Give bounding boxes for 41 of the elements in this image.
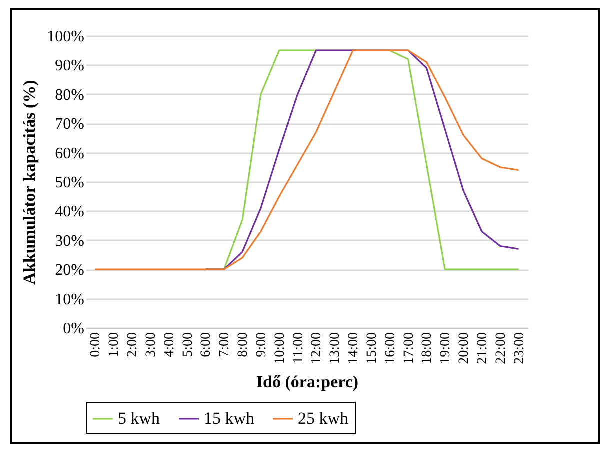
y-tick-label: 30% bbox=[55, 232, 84, 250]
x-tick-label: 3:00 bbox=[144, 332, 159, 358]
x-tick-label: 23:00 bbox=[512, 332, 528, 364]
y-tick-label: 100% bbox=[47, 28, 84, 46]
y-tick-label: 60% bbox=[55, 145, 84, 162]
x-axis-title: Idő (óra:perc) bbox=[256, 372, 359, 392]
x-tick-label: 18:00 bbox=[420, 332, 436, 364]
y-axis-title: Akkumulátor kapacitás (%) bbox=[20, 80, 40, 285]
y-tick-label: 50% bbox=[55, 174, 84, 192]
legend-label: 25 kwh bbox=[298, 409, 350, 428]
y-tick-label: 90% bbox=[55, 58, 84, 75]
legend-label: 15 kwh bbox=[204, 409, 256, 428]
legend-label: 5 kwh bbox=[118, 409, 161, 428]
y-tick-label: 0% bbox=[63, 320, 84, 338]
x-tick-label: 8:00 bbox=[236, 332, 252, 358]
x-tick-label: 14:00 bbox=[346, 332, 362, 364]
x-tick-label: 13:00 bbox=[328, 332, 344, 364]
x-tick-label: 20:00 bbox=[457, 332, 472, 364]
x-tick-label: 0:00 bbox=[88, 332, 104, 358]
x-tick-label: 22:00 bbox=[494, 332, 509, 364]
x-tick-label: 21:00 bbox=[475, 332, 490, 364]
x-tick-label: 6:00 bbox=[199, 332, 214, 358]
x-tick-label: 19:00 bbox=[438, 332, 454, 364]
x-tick-label: 10:00 bbox=[272, 332, 288, 364]
line-series bbox=[94, 50, 520, 270]
x-tick-label: 11:00 bbox=[291, 332, 306, 364]
x-tick-label: 12:00 bbox=[310, 332, 325, 364]
x-tick-label: 9:00 bbox=[254, 332, 270, 358]
y-tick-label: 20% bbox=[55, 262, 84, 280]
y-tick-label: 40% bbox=[55, 204, 84, 221]
x-tick-label: 15:00 bbox=[364, 332, 380, 364]
x-tick-label: 7:00 bbox=[218, 332, 233, 358]
x-tick-label: 17:00 bbox=[402, 332, 417, 364]
x-tick-label: 5:00 bbox=[180, 332, 196, 358]
x-tick-label: 2:00 bbox=[126, 332, 141, 358]
x-tick-label: 1:00 bbox=[107, 332, 122, 358]
y-tick-label: 70% bbox=[55, 116, 84, 134]
y-tick-label: 80% bbox=[55, 86, 84, 104]
x-tick-label: 4:00 bbox=[162, 332, 178, 358]
y-tick-label: 10% bbox=[55, 291, 84, 308]
x-tick-label: 16:00 bbox=[383, 332, 398, 364]
